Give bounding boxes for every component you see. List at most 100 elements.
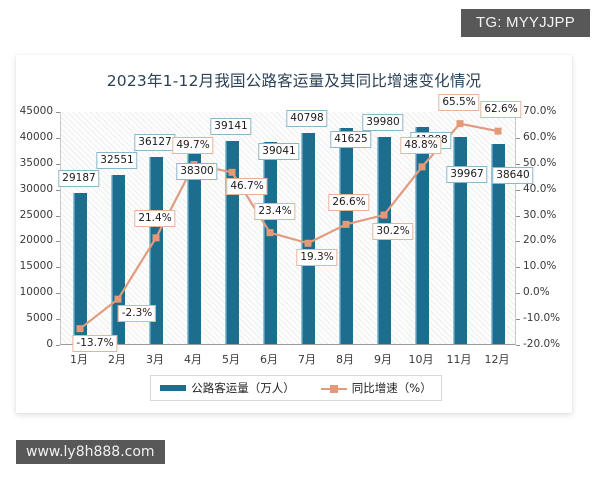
bar-value-label: 39980: [362, 113, 404, 131]
line-value-label: 21.4%: [134, 209, 176, 227]
line-marker: [114, 295, 122, 303]
y-axis-left-tick: [56, 137, 60, 139]
y-axis-left-tick: [56, 163, 60, 165]
y-axis-right-tick: [516, 163, 520, 165]
y-axis-left-tick-label: 25000: [19, 208, 53, 221]
y-axis-right-tick-label: 0.0%: [523, 286, 550, 299]
bar-value-label: 32551: [96, 152, 138, 170]
line-value-label: 30.2%: [372, 223, 414, 241]
y-axis-left-tick-label: 40000: [19, 130, 53, 143]
bar: [187, 145, 201, 344]
y-axis-right-tick: [516, 293, 520, 295]
y-axis-right-tick-label: 10.0%: [523, 260, 557, 273]
bar-value-label: 40798: [286, 109, 328, 127]
y-axis-right-tick: [516, 189, 520, 191]
line-swatch-icon: [320, 384, 347, 393]
x-axis-tick-label: 1月: [70, 353, 88, 366]
line-value-label: 62.6%: [480, 101, 522, 119]
bar-value-label: 39041: [258, 142, 300, 160]
x-axis-tick-label: 12月: [484, 353, 510, 366]
y-axis-left-tick: [56, 241, 60, 243]
line-marker: [304, 239, 312, 247]
line-value-label: -13.7%: [72, 334, 118, 352]
y-axis-right-tick-label: 40.0%: [523, 182, 557, 195]
line-series: [76, 120, 502, 333]
y-axis-right-tick-label: 70.0%: [523, 105, 557, 117]
y-axis-left-tick: [56, 293, 60, 295]
y-axis-left-tick-label: 35000: [19, 156, 53, 169]
line-value-label: 65.5%: [438, 93, 480, 111]
x-axis-tick-label: 6月: [260, 353, 278, 366]
y-axis-left-tick-label: 15000: [19, 260, 53, 273]
y-axis-right-tick: [516, 215, 520, 217]
chart-legend: 公路客运量（万人） 同比增速（%）: [150, 375, 442, 401]
line-marker: [228, 168, 236, 176]
x-axis-tick-label: 9月: [374, 353, 392, 366]
legend-item-bar: 公路客运量（万人）: [160, 380, 295, 396]
bar: [339, 128, 353, 344]
line-marker: [418, 163, 426, 171]
line-value-label: 46.7%: [226, 178, 268, 196]
line-marker: [266, 229, 274, 237]
line-marker: [76, 325, 84, 333]
y-axis-left-tick: [56, 112, 60, 113]
y-axis-left-tick: [56, 267, 60, 269]
trend-line: [79, 122, 499, 330]
line-value-label: 48.8%: [400, 136, 442, 154]
bar: [415, 127, 429, 344]
bar: [491, 143, 505, 344]
chart-title: 2023年1-12月我国公路客运量及其同比增速变化情况: [106, 72, 482, 90]
chart-card: 2023年1-12月我国公路客运量及其同比增速变化情况 45000 40000 35…: [16, 55, 572, 413]
line-marker: [380, 211, 388, 219]
bar-value-label: 41625: [330, 131, 372, 149]
y-axis-right-tick: [516, 345, 520, 346]
line-marker: [456, 120, 464, 128]
line-value-label: 26.6%: [328, 194, 370, 212]
x-axis-tick-label: 7月: [298, 353, 316, 366]
x-axis-tick-label: 2月: [108, 353, 126, 366]
y-axis-right-tick-label: 50.0%: [523, 156, 557, 169]
line-marker: [152, 234, 160, 242]
y-axis-right-tick-label: -10.0%: [523, 312, 561, 325]
y-axis-right-tick: [516, 267, 520, 269]
bar-value-label: 39141: [210, 118, 252, 136]
bar-value-label: 39967: [446, 166, 488, 184]
y-axis-left-tick-label: 10000: [19, 286, 53, 299]
y-axis-left-tick: [56, 215, 60, 217]
bar-value-label: 38640: [492, 166, 534, 184]
y-axis-left-tick: [56, 345, 60, 346]
x-axis-tick-label: 5月: [222, 353, 240, 366]
legend-label-line: 同比增速（%）: [351, 381, 432, 395]
bar-swatch-icon: [160, 385, 187, 391]
line-value-label: 19.3%: [296, 249, 338, 267]
bar: [453, 137, 467, 344]
bar: [377, 137, 391, 344]
x-axis-tick-label: 4月: [184, 353, 202, 366]
legend-label-bar: 公路客运量（万人）: [191, 381, 295, 395]
x-axis-tick-label: 8月: [336, 353, 354, 366]
y-axis-left-tick-label: 20000: [19, 234, 53, 247]
y-axis-right-tick-label: 20.0%: [523, 234, 557, 247]
y-axis-left-tick-label: 5000: [26, 312, 53, 325]
line-value-label: 23.4%: [254, 202, 296, 220]
x-axis-tick-label: 3月: [146, 353, 164, 366]
legend-item-line: 同比增速（%）: [320, 380, 432, 396]
line-marker: [342, 220, 350, 228]
y-axis-right-tick: [516, 241, 520, 243]
x-axis-tick-label: 10月: [408, 353, 434, 366]
y-axis-right-tick-label: 30.0%: [523, 208, 557, 221]
y-axis-right-tick-label: -20.0%: [523, 338, 561, 350]
bar: [73, 192, 87, 344]
line-marker: [494, 127, 502, 135]
site-watermark: www.ly8h888.com: [16, 440, 165, 464]
tg-badge: TG: MYYJJPP: [461, 9, 590, 37]
y-axis-left-tick: [56, 319, 60, 321]
x-axis-tick-label: 11月: [446, 353, 472, 366]
y-axis-right-tick: [516, 137, 520, 139]
bar-value-label: 36127: [134, 133, 176, 151]
y-axis-left-tick-label: 0: [46, 338, 53, 350]
line-value-label: 49.7%: [172, 136, 214, 154]
y-axis-left-tick-label: 45000: [19, 105, 53, 117]
bar: [301, 132, 315, 344]
bar-value-label: 38300: [176, 162, 218, 180]
